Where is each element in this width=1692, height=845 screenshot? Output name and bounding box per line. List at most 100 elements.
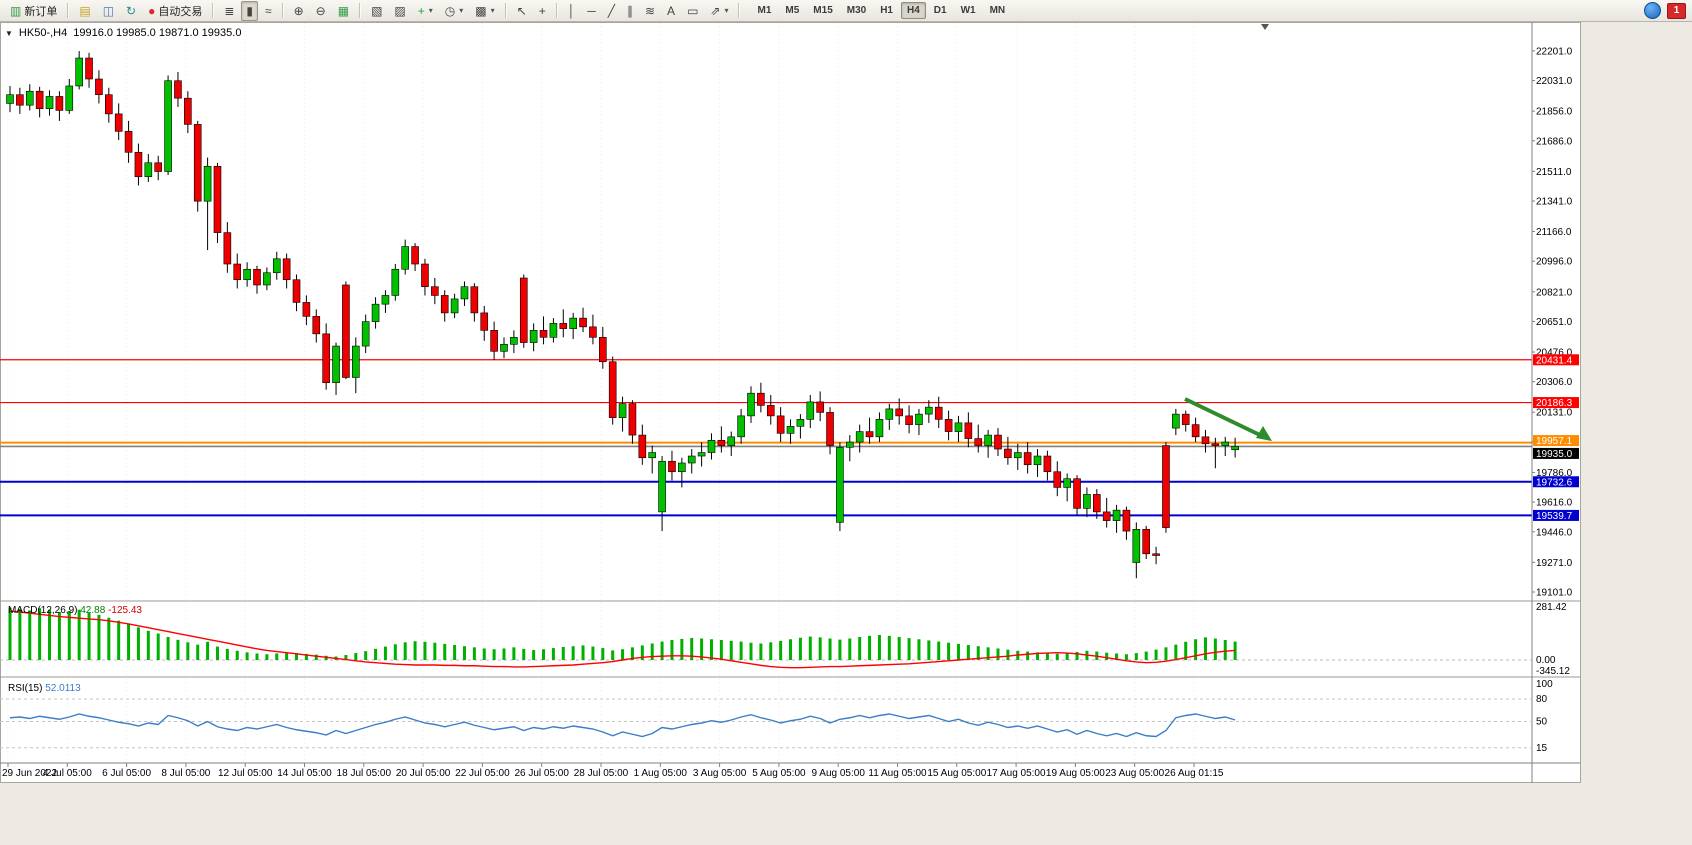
rsi-label: RSI(15) 52.0113 [8,683,81,694]
toolbar-separator [67,3,70,18]
line-chart-icon: ≈ [265,3,272,18]
timeframe-w1-button[interactable]: W1 [960,5,976,16]
zoom-in-icon: ⊕ [293,3,304,18]
toolbar-separator [555,3,558,18]
svg-text:19786.0: 19786.0 [1536,468,1573,479]
macd-scale-label: 281.42 [1536,602,1567,613]
new-order-icon: ▥ [10,3,22,18]
label-button[interactable]: ▭ [682,1,703,21]
timeframe-m15-button[interactable]: M15 [813,5,833,16]
timeframe-d1-button[interactable]: D1 [933,5,947,16]
support-price-tag [1533,509,1579,521]
chart-shift-marker[interactable] [1261,24,1269,30]
add-indicator-icon: + [417,3,425,18]
line-chart-button[interactable]: ≈ [260,1,277,21]
macd-label: MACD(12,26,9) 42.88 -125.43 [8,605,142,616]
candlestick-chart-button[interactable]: ▮ [241,0,259,21]
timeframe-m5-button[interactable]: M5 [785,5,800,16]
svg-text:15 Aug 05:00: 15 Aug 05:00 [927,768,986,779]
svg-text:21341.0: 21341.0 [1536,197,1573,208]
timeframe-m1-button[interactable]: M1 [757,5,772,16]
channel-button[interactable]: ∥ [622,1,638,21]
svg-text:19616.0: 19616.0 [1536,498,1573,509]
svg-text:20 Jul 05:00: 20 Jul 05:00 [396,768,451,779]
symbol-period-label: HK50-,H4 [18,27,68,39]
svg-text:19271.0: 19271.0 [1536,558,1573,569]
svg-text:20996.0: 20996.0 [1536,257,1573,268]
resistance-price-tag [1533,354,1579,366]
bars-chart-button[interactable]: ≣ [219,1,239,21]
macd-histogram [8,607,1237,660]
profiles-button[interactable]: ◫ [98,1,119,21]
svg-text:20476.0: 20476.0 [1536,347,1573,358]
timeframe-h4-button[interactable]: H4 [901,2,926,19]
svg-text:1 Aug 05:00: 1 Aug 05:00 [634,768,688,779]
zoom-out-button[interactable]: ⊖ [311,1,331,21]
fibonacci-button[interactable]: ≋ [640,1,660,21]
timeframe-h1-button[interactable]: H1 [880,5,893,16]
svg-text:11 Aug 05:00: 11 Aug 05:00 [868,768,927,779]
svg-text:6 Jul 05:00: 6 Jul 05:00 [102,768,151,779]
support-price-tag-label: 19732.6 [1536,477,1573,488]
svg-text:4 Jul 05:00: 4 Jul 05:00 [43,768,92,779]
rsi-scale-label: 50 [1536,717,1548,728]
resistance-price-tag-label: 20431.4 [1536,355,1573,366]
add-indicator-button[interactable]: + ▾ [413,1,438,21]
text-button[interactable]: A [662,1,680,21]
period-button[interactable]: ◷ ▾ [440,1,469,21]
horizontal-line-icon: ─ [587,3,596,18]
rsi-scale-label: 100 [1536,679,1553,690]
svg-text:21166.0: 21166.0 [1536,227,1572,238]
rsi-line [9,713,1236,738]
zoom-in-button[interactable]: ⊕ [289,1,309,21]
chevron-down-icon: ▾ [490,6,495,15]
zoom-out-icon: ⊖ [315,3,326,18]
svg-text:21856.0: 21856.0 [1536,107,1573,118]
chevron-down-icon: ▾ [724,6,729,15]
horizontal-line-button[interactable]: ─ [582,1,601,21]
notification-badge[interactable]: 1 [1667,2,1686,19]
chart-title: ▼ HK50-,H4 19916.0 19985.0 19871.0 19935… [5,27,241,39]
auto-trading-button[interactable]: ● 自动交易 [143,1,207,21]
toolbar-separator [738,3,741,18]
svg-text:14 Jul 05:00: 14 Jul 05:00 [277,768,332,779]
trendline-icon: ╱ [607,3,615,18]
label-icon: ▭ [687,3,699,18]
community-icon[interactable] [1644,2,1661,19]
timeframe-mn-button[interactable]: MN [989,5,1006,16]
timeframe-toolbar: M1 M5 M15 M30 H1 H4 D1 W1 MN [750,2,1012,19]
toolbar-separator [504,3,507,18]
crosshair-icon: + [538,3,546,18]
text-icon: A [667,3,676,18]
chevron-down-icon: ▾ [428,6,433,15]
chart-window-button[interactable]: ▤ [74,1,95,21]
svg-text:21686.0: 21686.0 [1536,136,1573,147]
chart-window-icon: ▤ [79,3,91,18]
trend-arrow[interactable] [1184,397,1263,438]
current-level-price-tag [1533,435,1579,447]
indicator-window-button[interactable]: ▧ [366,1,387,21]
arrows-dropdown-button[interactable]: ⇗ ▾ [705,1,733,21]
refresh-icon: ↻ [126,3,137,18]
template-button[interactable]: ▩ ▾ [470,1,499,21]
tile-windows-button[interactable]: ▦ [333,1,354,21]
tile-windows-icon: ▦ [337,3,350,18]
cursor-button[interactable]: ↖ [512,1,532,21]
resistance-price-tag [1533,397,1579,409]
timeframe-m30-button[interactable]: M30 [846,5,867,16]
objects-list-button[interactable]: ▨ [389,1,410,21]
fibonacci-icon: ≋ [644,3,656,18]
toolbar-separator [359,3,362,18]
new-order-button[interactable]: ▥ 新订单 [5,1,62,21]
arrows-dropdown-icon: ⇗ [710,3,721,18]
vertical-line-button[interactable]: │ [563,1,581,21]
collapse-panel-icon[interactable]: ▼ [5,28,13,38]
trend-arrow-head [1256,426,1272,441]
crosshair-button[interactable]: + [534,1,551,21]
svg-text:17 Aug 05:00: 17 Aug 05:00 [987,768,1046,779]
trendline-button[interactable]: ╱ [603,1,620,21]
refresh-button[interactable]: ↻ [121,1,141,21]
svg-text:19446.0: 19446.0 [1536,527,1573,538]
auto-trading-icon: ● [148,3,156,18]
